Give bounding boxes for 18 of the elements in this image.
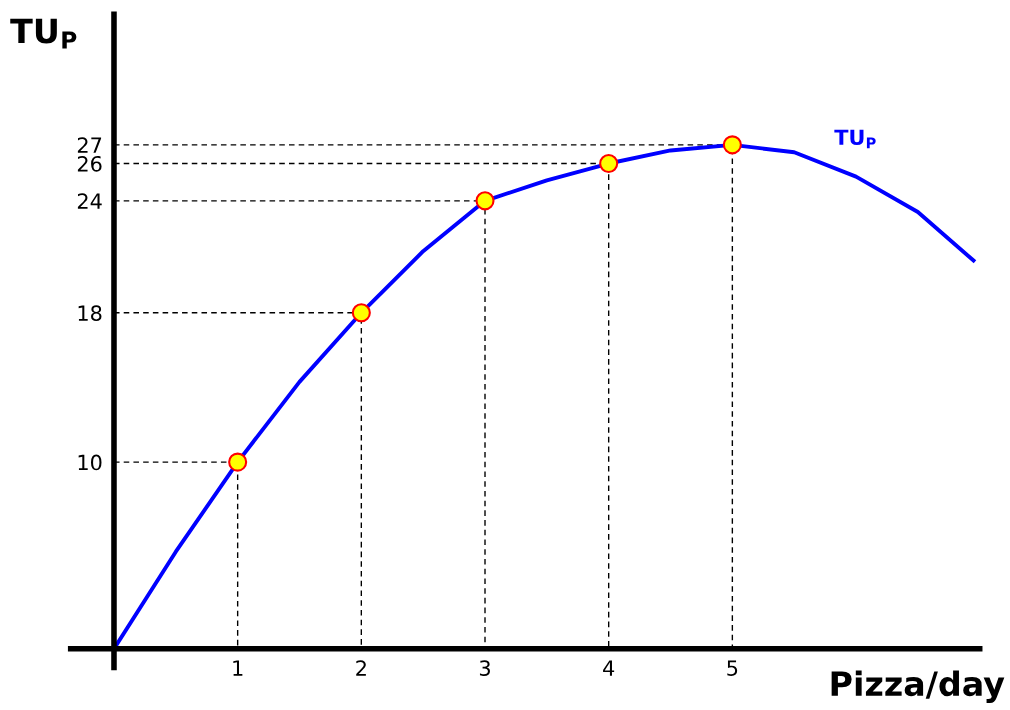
x-tick-label: 4 — [603, 660, 615, 676]
point — [599, 153, 619, 174]
y-tick-label: 10 — [78, 454, 102, 471]
y-tick-label: 26 — [77, 155, 102, 172]
point — [351, 303, 371, 323]
y-tick-label: 24 — [77, 193, 102, 209]
y-tick-label: 27 — [77, 137, 102, 153]
x-tick-label: 3 — [479, 660, 490, 676]
x-axis-title: Pizza/day — [831, 670, 1005, 703]
x-tick-label: 2 — [356, 660, 366, 676]
point — [228, 452, 248, 472]
x-tick-label: 5 — [727, 660, 738, 676]
y-axis-title: TU$_{P}$ — [10, 18, 77, 49]
x-tick-label: 1 — [233, 660, 243, 676]
annotation: TU$_{P}$ — [834, 129, 876, 149]
point — [722, 135, 742, 155]
point — [475, 191, 495, 211]
y-tick-label: 18 — [78, 305, 102, 322]
